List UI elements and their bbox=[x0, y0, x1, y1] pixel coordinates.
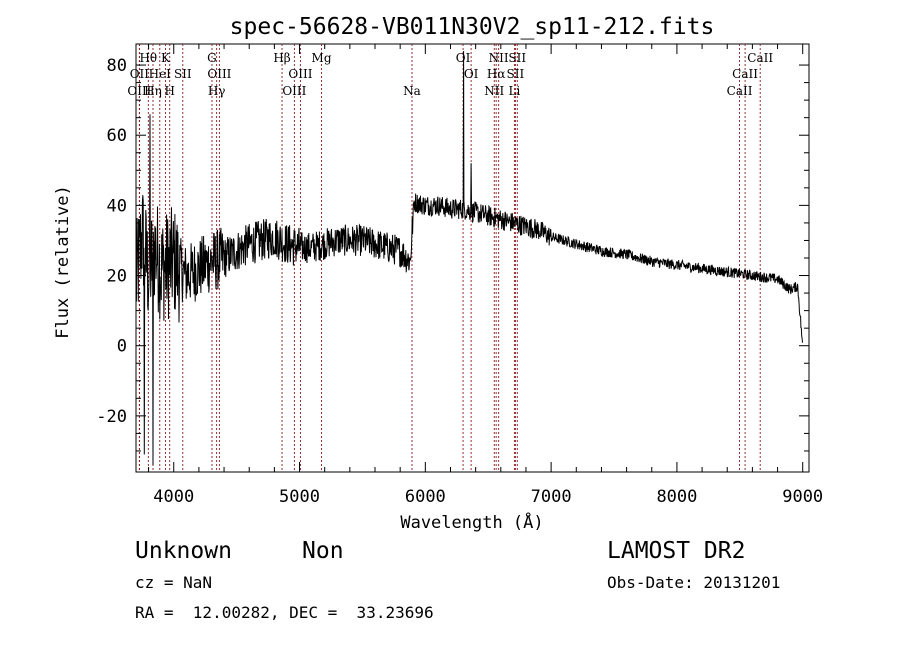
line-marker-label: Li bbox=[508, 84, 520, 98]
x-tick-label: 8000 bbox=[656, 487, 697, 507]
line-marker-label: CaII bbox=[732, 67, 758, 81]
line-marker-label: Hγ bbox=[208, 84, 226, 98]
x-axis-label: Wavelength (Å) bbox=[400, 511, 543, 533]
line-marker-label: OIII bbox=[282, 84, 306, 98]
chart-title: spec-56628-VB011N30V2_sp11-212.fits bbox=[230, 14, 715, 40]
line-marker-label: OIII bbox=[288, 67, 312, 81]
line-marker-label: Hθ bbox=[139, 51, 157, 65]
line-marker-label: SII bbox=[507, 67, 525, 81]
line-marker-label: SII bbox=[174, 67, 192, 81]
line-marker-label: G bbox=[207, 51, 217, 65]
line-marker-label: SII bbox=[508, 51, 526, 65]
x-tick-label: 6000 bbox=[405, 487, 446, 507]
line-marker-label: Hα bbox=[487, 67, 506, 81]
line-marker-label: Hη bbox=[144, 84, 162, 98]
y-tick-label: 80 bbox=[107, 56, 127, 76]
line-marker-label: K bbox=[161, 51, 171, 65]
coordinates-label: RA = 12.00282, DEC = 33.23696 bbox=[135, 603, 434, 622]
line-marker-label: OIII bbox=[207, 67, 231, 81]
x-tick-label: 4000 bbox=[153, 487, 194, 507]
line-marker-label: NII bbox=[489, 51, 509, 65]
line-marker-label: Hβ bbox=[273, 51, 290, 65]
x-tick-label: 5000 bbox=[279, 487, 320, 507]
line-marker-label: CaII bbox=[747, 51, 773, 65]
redshift-label: cz = NaN bbox=[135, 573, 213, 592]
x-axis-ticks: 4000 5000 6000 7000 8000 9000 bbox=[148, 44, 823, 507]
line-marker-label: HeI bbox=[149, 67, 172, 81]
spectrum-line bbox=[135, 50, 803, 466]
line-marker-label: H bbox=[164, 84, 174, 98]
x-tick-label: 9000 bbox=[782, 487, 823, 507]
line-marker-label: OII bbox=[130, 67, 150, 81]
y-axis-ticks: -20 0 20 40 60 80 bbox=[96, 56, 809, 452]
y-tick-label: 0 bbox=[117, 337, 127, 357]
line-marker-labels: OIIOIIIHθHηHeIKHSIIGHγOIIIHβOIIIOIIIMgNa… bbox=[127, 51, 773, 98]
y-tick-label: 40 bbox=[107, 196, 127, 216]
line-marker-label: Na bbox=[403, 84, 421, 98]
line-marker-label: OIII bbox=[127, 84, 151, 98]
y-tick-label: -20 bbox=[96, 407, 127, 427]
survey-label: LAMOST DR2 bbox=[607, 538, 746, 564]
x-tick-label: 7000 bbox=[531, 487, 572, 507]
line-marker-label: CaII bbox=[727, 84, 753, 98]
obs-date-label: Obs-Date: 20131201 bbox=[607, 573, 781, 592]
line-marker-label: OI bbox=[464, 67, 479, 81]
line-marker-label: NII bbox=[484, 84, 504, 98]
class-label: Unknown bbox=[135, 538, 232, 564]
y-tick-label: 60 bbox=[107, 126, 127, 146]
subclass-label: Non bbox=[302, 538, 344, 564]
line-marker-label: Mg bbox=[312, 51, 332, 65]
y-axis-label: Flux (relative) bbox=[53, 185, 73, 339]
y-tick-label: 20 bbox=[107, 267, 127, 287]
